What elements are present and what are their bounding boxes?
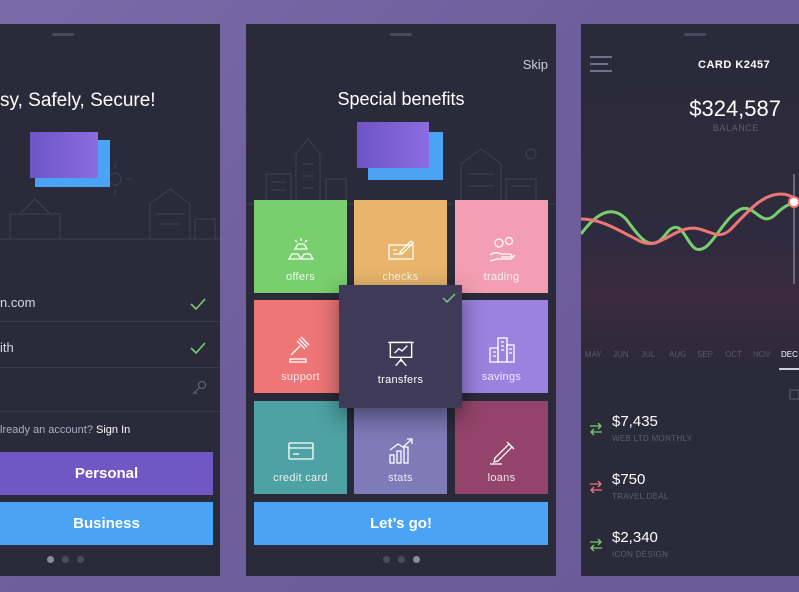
tile-label: credit card (273, 472, 328, 484)
card-title: CARD K2457 (698, 59, 771, 71)
month-label[interactable]: OCT (725, 350, 742, 359)
speaker-notch (52, 33, 74, 36)
page-title: Special benefits (337, 89, 465, 109)
signup-screen: sy, Safely, Secure! n.com ith lready an … (0, 24, 220, 576)
balance-label: BALANCE (712, 123, 759, 133)
name-field[interactable]: ith (0, 340, 14, 355)
tile-label: checks (382, 271, 419, 283)
transaction-description: WEB LTD MONTHLY (612, 434, 693, 443)
transfer-arrows-icon (590, 480, 602, 494)
month-label[interactable]: SEP (697, 350, 714, 359)
tile-credit-card[interactable]: credit card (254, 401, 347, 494)
tile-label: trading (483, 271, 520, 283)
balance-chart (581, 174, 799, 284)
check-icon (190, 298, 206, 310)
page-dot[interactable] (77, 556, 84, 563)
transaction-amount: $7,435 (612, 413, 658, 430)
divider (0, 321, 220, 322)
tile-stats[interactable]: stats (354, 401, 447, 494)
transaction-amount: $2,340 (612, 529, 658, 546)
month-label[interactable]: DEC (781, 350, 798, 359)
chart-area (581, 80, 799, 370)
tile-label: support (281, 371, 320, 383)
tile-savings[interactable]: savings (455, 300, 548, 393)
speaker-notch (684, 33, 706, 36)
speaker-notch (390, 33, 412, 36)
page-indicator (47, 556, 84, 563)
tile-trading[interactable]: trading (455, 200, 548, 293)
page-dot[interactable] (383, 556, 390, 563)
sign-in-link[interactable]: Sign In (96, 424, 131, 436)
page-dot[interactable] (47, 556, 54, 563)
series-line (581, 192, 799, 246)
tile-support[interactable]: support (254, 300, 347, 393)
transaction-amount: $750 (612, 471, 646, 488)
divider (0, 411, 220, 412)
credit-card-icon (287, 442, 314, 460)
cursor-handle[interactable] (788, 196, 799, 208)
calendar-icon[interactable] (789, 388, 799, 400)
transaction-item[interactable]: $2,340 ICON DESIGN (581, 520, 799, 574)
email-field[interactable]: n.com (0, 295, 36, 310)
transaction-item[interactable]: $750 TRAVEL DEAL (581, 462, 799, 516)
transfer-arrows-icon (590, 538, 602, 552)
tile-transfers-selected[interactable]: transfers (339, 285, 462, 408)
page-indicator (383, 556, 420, 563)
month-label[interactable]: AUG (669, 350, 687, 359)
bar-chart-icon (388, 438, 413, 464)
coins-hand-icon (489, 236, 515, 262)
city-illustration (0, 163, 220, 240)
lets-go-button[interactable]: Let’s go! (254, 502, 548, 545)
tile-label: transfers (377, 374, 424, 386)
account-prompt-text: lready an account? (0, 424, 93, 436)
tile-loans[interactable]: loans (455, 401, 548, 494)
hamburger-menu-icon[interactable] (590, 56, 612, 72)
check-icon (190, 342, 206, 354)
benefits-screen: Skip Special benefits offers checks trad… (246, 24, 556, 576)
check-icon (442, 293, 456, 304)
month-label[interactable]: NOV (753, 350, 771, 359)
buildings-icon (488, 337, 515, 363)
password-field[interactable] (0, 374, 180, 404)
tile-offers[interactable]: offers (254, 200, 347, 293)
active-month-indicator (779, 368, 799, 370)
tile-label: stats (388, 472, 413, 484)
check-writing-icon (387, 240, 414, 260)
month-label[interactable]: JUL (641, 350, 656, 359)
tile-checks[interactable]: checks (354, 200, 447, 293)
month-label[interactable]: MAY (585, 350, 602, 359)
account-prompt: lready an account? Sign In (0, 424, 130, 436)
transaction-item[interactable]: $7,435 WEB LTD MONTHLY (581, 404, 799, 458)
tile-label: offers (285, 271, 316, 283)
page-dot[interactable] (413, 556, 420, 563)
series-line (581, 201, 799, 251)
month-label[interactable]: JUN (613, 350, 629, 359)
key-icon (192, 381, 206, 395)
gavel-icon (288, 336, 309, 363)
transaction-description: ICON DESIGN (612, 550, 669, 559)
gold-bars-icon (287, 238, 314, 260)
transaction-description: TRAVEL DEAL (612, 492, 669, 501)
skip-button[interactable]: Skip (522, 57, 548, 72)
tile-label: loans (487, 472, 516, 484)
card-dashboard-screen: CARD K2457 $324,587 BALANCE MAY JUN JUL AUG… (581, 24, 799, 576)
transfer-arrows-icon (590, 422, 602, 436)
presentation-board-icon (387, 341, 414, 367)
pen-icon (489, 441, 514, 465)
tile-label: savings (481, 371, 522, 383)
headline: sy, Safely, Secure! (0, 90, 156, 111)
personal-button[interactable]: Personal (0, 452, 213, 495)
page-dot[interactable] (62, 556, 69, 563)
divider (0, 367, 220, 368)
business-button[interactable]: Business (0, 502, 213, 545)
page-dot[interactable] (398, 556, 405, 563)
balance-amount: $324,587 (689, 96, 781, 121)
